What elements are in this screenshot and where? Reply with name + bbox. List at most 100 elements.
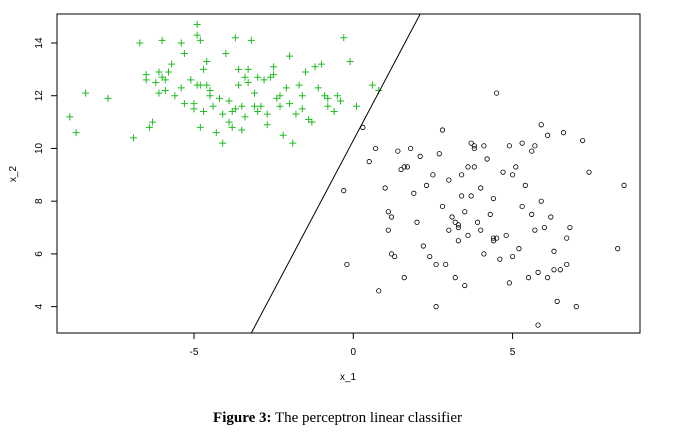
- y-axis-title: x_2: [8, 166, 19, 183]
- plus-point: [308, 118, 316, 126]
- circle-point: [545, 275, 551, 281]
- circle-point: [376, 288, 382, 294]
- plus-point: [180, 100, 188, 108]
- circle-point: [344, 261, 350, 268]
- circle-point: [535, 269, 541, 275]
- plus-point: [66, 113, 74, 121]
- circle-point: [366, 159, 372, 165]
- x-tick-label: 5: [510, 347, 516, 358]
- circle-point: [471, 143, 477, 149]
- plus-point: [215, 94, 223, 102]
- circle-point: [506, 280, 512, 286]
- circle-point: [446, 227, 452, 233]
- circle-point: [401, 164, 407, 170]
- circle-point: [548, 214, 554, 220]
- circle-point: [573, 304, 579, 310]
- circle-point: [452, 219, 458, 225]
- circle-point: [513, 164, 519, 170]
- circle-point: [401, 275, 407, 281]
- circle-point: [455, 238, 462, 244]
- plus-point: [200, 108, 208, 116]
- circle-point: [487, 211, 493, 217]
- circle-point: [395, 148, 401, 154]
- x-tick-label: 0: [350, 347, 356, 358]
- plus-point: [161, 86, 169, 94]
- y-axis: 4 6 8 10 12 14: [34, 37, 57, 309]
- plus-point: [330, 108, 338, 116]
- circle-point: [586, 169, 592, 175]
- plus-point: [241, 73, 249, 81]
- plus-point: [219, 139, 227, 147]
- plus-point: [171, 92, 179, 100]
- y-tick-label: 8: [34, 198, 45, 204]
- figure-caption-label: Figure 3:: [213, 410, 272, 426]
- plus-point: [333, 92, 341, 100]
- circle-point: [436, 151, 442, 157]
- circle-point: [433, 261, 439, 268]
- plus-point: [193, 21, 201, 29]
- circle-point: [567, 224, 573, 231]
- circle-point: [392, 253, 398, 260]
- y-tick-label: 14: [34, 37, 45, 49]
- plus-point: [235, 81, 243, 89]
- circle-point: [341, 188, 347, 194]
- plus-point: [298, 92, 306, 100]
- circle-point: [484, 156, 490, 162]
- circle-point: [522, 182, 528, 188]
- plus-point: [212, 129, 220, 137]
- plus-point: [203, 57, 211, 65]
- plus-point: [260, 76, 268, 84]
- plus-point: [196, 36, 204, 44]
- circle-point: [541, 224, 548, 231]
- plus-point: [193, 31, 201, 39]
- plus-point: [276, 92, 284, 100]
- plus-point: [254, 108, 262, 116]
- y-tick-label: 6: [34, 251, 45, 257]
- decision-boundary-line: [250, 13, 421, 334]
- plus-point: [298, 105, 306, 113]
- circle-point: [494, 90, 500, 96]
- plus-point: [180, 50, 188, 58]
- plus-point: [276, 102, 284, 110]
- circle-point: [465, 164, 471, 170]
- circle-point: [449, 214, 455, 220]
- circle-point: [382, 185, 388, 191]
- plus-point: [346, 57, 354, 65]
- circle-point: [519, 203, 525, 210]
- plus-point: [196, 81, 204, 89]
- circle-point: [443, 261, 449, 268]
- plus-point: [352, 102, 360, 110]
- circle-point: [433, 304, 439, 310]
- circle-point: [408, 145, 414, 152]
- circle-point: [398, 166, 404, 173]
- plus-point: [196, 123, 204, 131]
- plus-point: [225, 118, 233, 126]
- circle-point: [564, 235, 570, 241]
- circle-point: [388, 251, 395, 257]
- plus-point: [129, 134, 137, 142]
- plus-point: [368, 81, 376, 89]
- plus-point: [231, 34, 239, 42]
- circle-point: [465, 232, 471, 239]
- plus-point: [263, 121, 271, 129]
- circle-point: [545, 132, 551, 138]
- plus-point: [155, 89, 163, 97]
- plus-point: [225, 97, 233, 105]
- circle-point: [529, 211, 535, 217]
- plus-point: [206, 86, 214, 94]
- plus-point: [228, 123, 236, 131]
- plot-frame: [56, 13, 641, 334]
- plus-point: [295, 81, 303, 89]
- plus-point: [314, 84, 322, 92]
- circle-point: [519, 140, 525, 146]
- circle-point: [503, 232, 509, 239]
- plus-point: [257, 102, 265, 110]
- plus-point: [317, 60, 325, 68]
- circle-point: [481, 143, 487, 149]
- circle-point: [471, 145, 477, 152]
- circle-point: [420, 243, 426, 249]
- circle-point: [621, 182, 627, 188]
- figure-caption-text: The perceptron linear classifier: [271, 410, 462, 426]
- circle-point: [462, 209, 468, 215]
- circle-point: [538, 198, 544, 204]
